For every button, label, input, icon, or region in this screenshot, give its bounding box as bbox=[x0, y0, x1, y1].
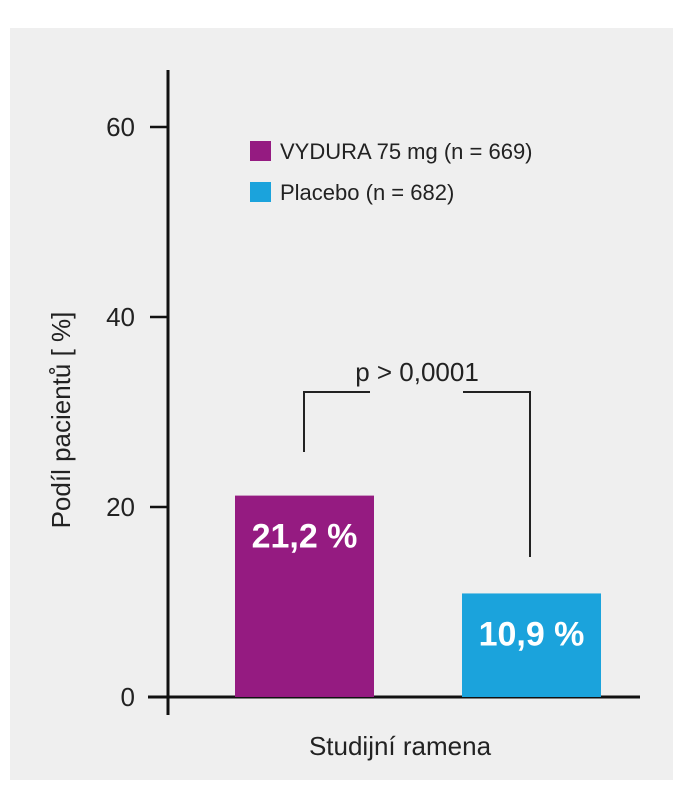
bar bbox=[235, 495, 374, 697]
legend: VYDURA 75 mg (n = 669) Placebo (n = 682) bbox=[250, 139, 533, 205]
y-tick-label: 60 bbox=[106, 112, 135, 142]
x-axis-title: Studijní ramena bbox=[309, 731, 492, 761]
significance-bracket: p > 0,0001 bbox=[303, 357, 531, 557]
bracket-right bbox=[463, 391, 531, 557]
legend-swatch bbox=[250, 141, 271, 161]
y-tick-label: 20 bbox=[106, 492, 135, 522]
bracket-left bbox=[303, 391, 370, 452]
legend-swatch bbox=[250, 182, 271, 202]
bar-data-label: 10,9 % bbox=[479, 615, 585, 653]
y-axis-title: Podíl pacientů [ %] bbox=[46, 312, 76, 529]
bars: 21,2 % 10,9 % bbox=[235, 495, 601, 697]
bar-data-label: 21,2 % bbox=[252, 518, 358, 556]
p-value-label: p > 0,0001 bbox=[355, 357, 479, 387]
y-tick-label: 0 bbox=[121, 682, 135, 712]
legend-label: VYDURA 75 mg (n = 669) bbox=[280, 139, 533, 164]
y-ticks: 0 20 40 60 bbox=[106, 112, 168, 712]
legend-label: Placebo (n = 682) bbox=[280, 180, 454, 205]
bar bbox=[462, 593, 601, 697]
y-tick-label: 40 bbox=[106, 302, 135, 332]
